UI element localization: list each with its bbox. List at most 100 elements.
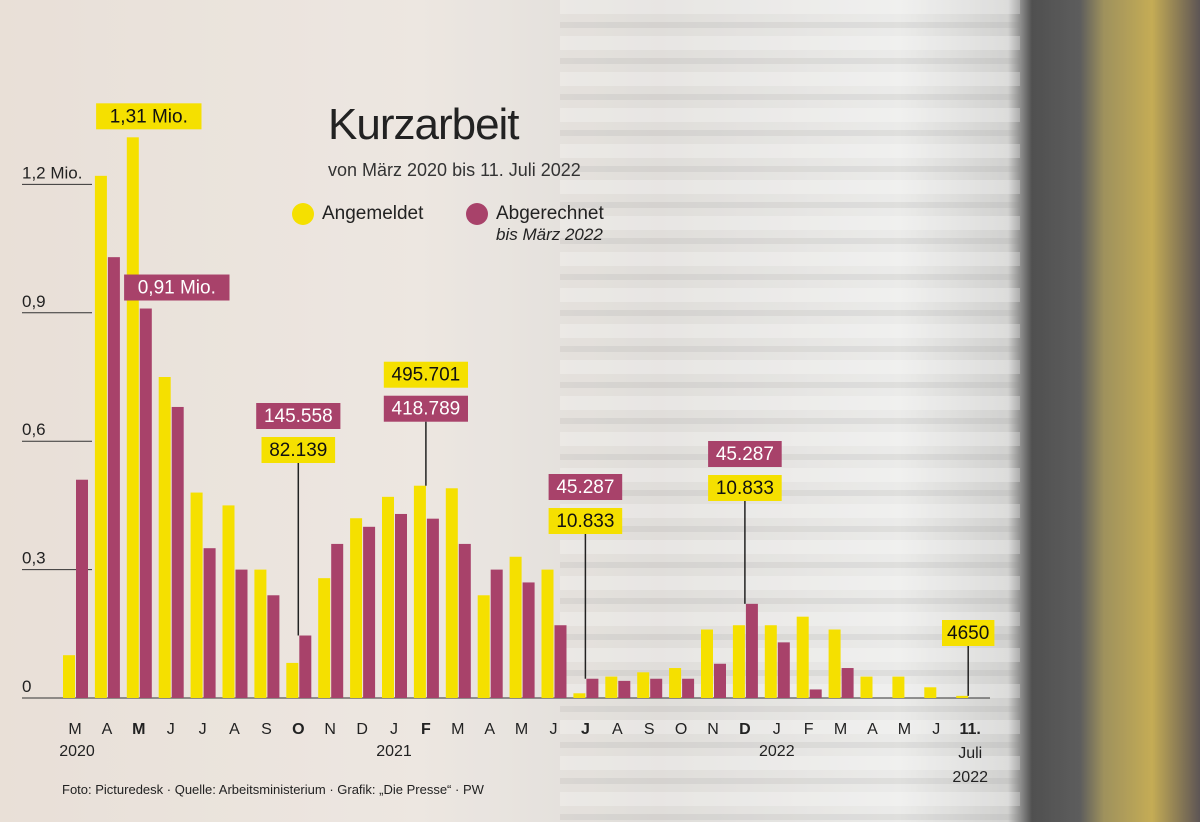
bar-abgerechnet [714, 663, 726, 698]
x-tick-label: A [484, 721, 495, 738]
bar-angemeldet [764, 625, 777, 698]
callout-7-1-box [261, 437, 336, 463]
x-tick-label: J [932, 721, 940, 738]
bar-angemeldet [350, 518, 363, 698]
x-tick-label: A [612, 721, 623, 738]
bar-angemeldet [956, 695, 969, 698]
bar-abgerechnet [299, 635, 312, 698]
callout-16-0-text: 45.287 [556, 477, 614, 498]
bar-angemeldet [445, 488, 458, 698]
bar-angemeldet [637, 672, 650, 698]
callout-21-0-text: 45.287 [716, 444, 774, 465]
bar-abgerechnet [139, 308, 152, 698]
bar-angemeldet [286, 662, 299, 698]
bar-abgerechnet [107, 257, 120, 698]
callout-11-1-text: 418.789 [392, 399, 461, 420]
bar-angemeldet [669, 668, 682, 698]
source-footer: Foto: Picturedesk · Quelle: Arbeitsminis… [62, 782, 484, 797]
x-tick-label: J [581, 721, 590, 738]
x-tick-label: S [644, 721, 655, 738]
bar-angemeldet [509, 556, 522, 698]
bar-angemeldet [382, 496, 394, 698]
x-tick-label: N [324, 721, 336, 738]
x-tick-label: O [675, 721, 687, 738]
legend-item-angemeldet: Angemeldet [292, 203, 423, 225]
bar-abgerechnet [331, 543, 344, 698]
bar-angemeldet [701, 629, 713, 698]
x-tick-label: J [773, 721, 781, 738]
bar-abgerechnet [395, 513, 407, 698]
legend-item-abgerechnet: Abgerechnet bis März 2022 [466, 203, 604, 245]
x-tick-label: A [867, 721, 878, 738]
bar-angemeldet [63, 655, 75, 698]
bar-abgerechnet [841, 668, 854, 698]
callout-21-0-box [708, 441, 782, 467]
x-tick-label: J [550, 721, 558, 738]
legend-label-abgerechnet: Abgerechnet [496, 203, 604, 224]
callout-7-0-text: 145.558 [264, 406, 333, 427]
callout-16-1-box [548, 508, 623, 534]
x-tick-label: F [421, 721, 431, 738]
chart-subtitle: von März 2020 bis 11. Juli 2022 [328, 160, 581, 180]
bar-angemeldet [254, 569, 267, 698]
legend-label-angemeldet: Angemeldet [322, 203, 424, 224]
bar-angemeldet [541, 569, 554, 698]
callout-peak-abgerechnet-text: 0,91 Mio. [138, 278, 216, 299]
bar-abgerechnet [554, 625, 567, 698]
legend-swatch-abgerechnet [466, 203, 488, 225]
x-tick-label: D [356, 721, 368, 738]
bar-angemeldet [732, 625, 745, 698]
x-tick-label: J [390, 721, 398, 738]
x-tick-label: O [292, 721, 304, 738]
x-tick-label: F [804, 721, 814, 738]
callout-peak-abgerechnet-box [124, 274, 230, 301]
x-tick-label: J [167, 721, 175, 738]
bar-abgerechnet [171, 406, 184, 698]
callout-21-1-box [708, 475, 782, 501]
bar-angemeldet [94, 175, 107, 699]
bar-abgerechnet [203, 548, 216, 698]
callout-16-1-text: 10.833 [556, 511, 614, 532]
callout-11-0-box [383, 361, 468, 388]
x-tick-label: N [707, 721, 719, 738]
bar-angemeldet [605, 676, 618, 698]
callout-7-0-box [256, 403, 341, 429]
year-label: 2021 [376, 743, 412, 760]
bar-angemeldet [413, 485, 426, 698]
x-tick-label: S [261, 721, 272, 738]
callout-11-1-box [383, 395, 468, 422]
callout-11-0-text: 495.701 [392, 365, 461, 386]
bar-abgerechnet [809, 689, 822, 698]
y-tick-label: 0 [22, 677, 31, 696]
x-tick-label: J [199, 721, 207, 738]
x-tick-label-final: 2022 [952, 769, 988, 786]
bar-angemeldet [222, 505, 235, 698]
bar-abgerechnet [650, 678, 663, 698]
x-tick-label: A [229, 721, 240, 738]
bar-abgerechnet [235, 569, 248, 698]
bar-angemeldet [828, 629, 841, 698]
bar-angemeldet [892, 676, 905, 698]
bar-abgerechnet [682, 678, 695, 698]
y-tick-label: 0,3 [22, 549, 46, 568]
x-tick-label: D [739, 721, 751, 738]
x-tick-label: M [834, 721, 847, 738]
callout-28-0-text: 4650 [947, 623, 989, 644]
legend-swatch-angemeldet [292, 203, 314, 225]
x-tick-label: M [132, 721, 145, 738]
x-tick-label: M [515, 721, 528, 738]
x-tick-label: M [898, 721, 911, 738]
y-tick-label: 0,9 [22, 292, 46, 311]
bar-abgerechnet [458, 543, 471, 698]
bar-angemeldet [190, 492, 203, 698]
callout-16-0-box [548, 474, 623, 500]
y-tick-label: 1,2 Mio. [22, 163, 82, 182]
x-tick-label-final: 11. [960, 721, 981, 738]
bar-abgerechnet [490, 569, 503, 698]
x-tick-label: M [68, 721, 81, 738]
bar-angemeldet [860, 676, 873, 698]
bar-abgerechnet [745, 603, 758, 698]
chart-title: Kurzarbeit [328, 100, 520, 149]
bar-angemeldet [573, 693, 586, 698]
bar-abgerechnet [618, 680, 631, 698]
